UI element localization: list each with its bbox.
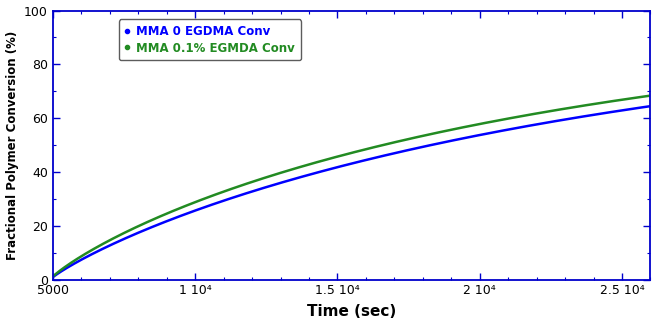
MMA 0 EGDMA Conv <box>153 223 161 227</box>
MMA 0 EGDMA Conv <box>647 104 655 108</box>
MMA 0 EGDMA Conv <box>278 180 286 184</box>
MMA 0.1% EGMDA Conv <box>278 170 286 174</box>
MMA 0.1% EGMDA Conv <box>304 163 312 167</box>
MMA 0 EGDMA Conv <box>49 275 57 279</box>
MMA 0.1% EGMDA Conv <box>153 216 161 220</box>
MMA 0.1% EGMDA Conv <box>117 233 125 237</box>
Y-axis label: Fractional Polymer Conversion (%): Fractional Polymer Conversion (%) <box>5 31 18 260</box>
Line: MMA 0 EGDMA Conv: MMA 0 EGDMA Conv <box>53 106 651 277</box>
X-axis label: Time (sec): Time (sec) <box>307 305 396 319</box>
MMA 0 EGDMA Conv <box>570 116 578 120</box>
Legend: MMA 0 EGDMA Conv, MMA 0.1% EGMDA Conv: MMA 0 EGDMA Conv, MMA 0.1% EGMDA Conv <box>119 19 301 60</box>
MMA 0 EGDMA Conv <box>635 106 643 110</box>
MMA 0 EGDMA Conv <box>304 173 312 177</box>
MMA 0.1% EGMDA Conv <box>647 94 655 98</box>
MMA 0.1% EGMDA Conv <box>570 105 578 109</box>
Line: MMA 0.1% EGMDA Conv: MMA 0.1% EGMDA Conv <box>53 96 651 277</box>
MMA 0.1% EGMDA Conv <box>635 95 643 99</box>
MMA 0 EGDMA Conv <box>117 238 125 242</box>
MMA 0.1% EGMDA Conv <box>49 275 57 279</box>
